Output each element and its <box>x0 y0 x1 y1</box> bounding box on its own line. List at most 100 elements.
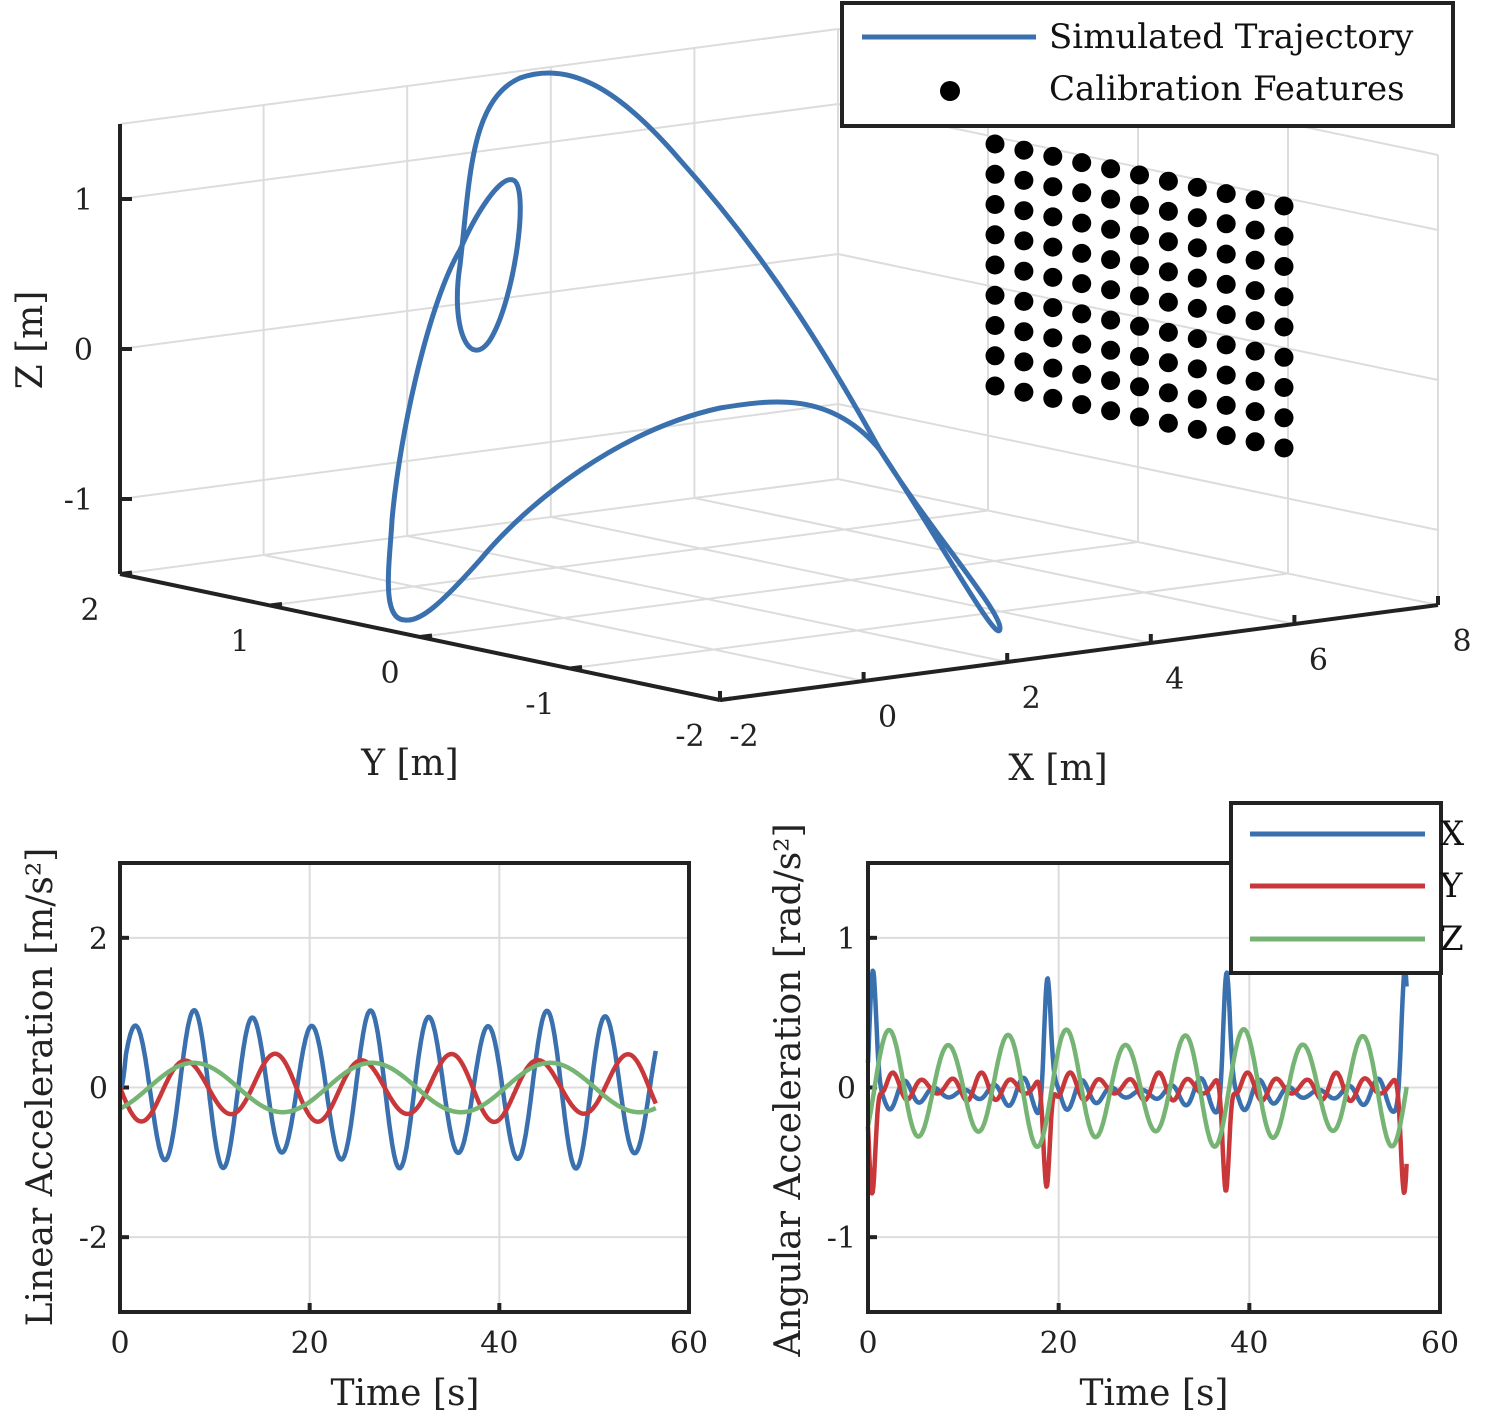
calibration-feature-dot <box>1043 358 1063 378</box>
calibration-feature-dot <box>1245 220 1265 240</box>
calibration-feature-dot <box>1245 250 1265 270</box>
linear-x-tick-label: 0 <box>110 1326 129 1361</box>
x-axis-line <box>719 603 1439 702</box>
calibration-feature-dot <box>985 134 1005 154</box>
calibration-feature-dot <box>1158 413 1178 433</box>
calibration-feature-dot <box>985 225 1005 245</box>
legend-trajectory-label: Simulated Trajectory <box>1049 17 1414 57</box>
linear-series-z <box>118 1060 658 1115</box>
calibration-feature-dot <box>1130 407 1149 427</box>
linear-series-x <box>118 1007 659 1171</box>
calibration-feature-dot <box>985 195 1005 214</box>
calibration-feature-dot <box>985 285 1005 305</box>
grid-3d <box>119 28 1439 701</box>
calibration-feature-dot <box>1187 177 1207 197</box>
calibration-features <box>985 134 1294 458</box>
backwall-grid-z <box>119 103 839 200</box>
calibration-feature-dot <box>1130 195 1149 215</box>
calibration-feature-dot <box>1130 286 1149 306</box>
calibration-feature-dot <box>1274 226 1294 246</box>
calibration-feature-dot <box>1130 377 1149 397</box>
legend-features-swatch <box>940 81 960 101</box>
calibration-feature-dot <box>1216 395 1236 415</box>
sidewall-grid-z <box>837 403 1439 531</box>
calibration-feature-dot <box>1245 311 1265 331</box>
calibration-feature-dot <box>1014 231 1034 251</box>
calibration-feature-dot <box>1216 365 1236 385</box>
calibration-feature-dot <box>1245 432 1265 452</box>
linear-tick-labels: 0 20 40 60 -2 0 2 <box>79 922 708 1361</box>
y-axis-label: Y [m] <box>360 743 458 784</box>
floor-grid-y <box>569 572 1289 670</box>
linear-series <box>117 1007 659 1171</box>
calibration-feature-dot <box>1014 140 1034 160</box>
calibration-feature-dot <box>1043 146 1063 166</box>
calibration-feature-dot <box>1130 347 1149 366</box>
calibration-feature-dot <box>1187 419 1207 439</box>
z-tick-label: 1 <box>74 183 93 218</box>
y-tick-label: 1 <box>230 625 249 660</box>
backwall-top-edge <box>119 28 839 125</box>
calibration-feature-dot <box>1072 153 1092 173</box>
calibration-feature-dot <box>1014 382 1034 402</box>
trajectory-line <box>385 70 1003 634</box>
calibration-feature-dot <box>1158 262 1178 282</box>
linear-y-tick-label: -2 <box>79 1221 108 1256</box>
angular-tick-labels: 0 20 40 60 -1 0 1 <box>827 922 1459 1361</box>
calibration-feature-dot <box>1043 388 1063 408</box>
calibration-feature-dot <box>1274 287 1294 307</box>
linear-grid <box>118 863 691 1312</box>
calibration-feature-dot <box>1187 329 1207 349</box>
calibration-feature-dot <box>985 376 1005 396</box>
calibration-feature-dot <box>1072 274 1092 294</box>
y-tick-mark <box>719 696 733 702</box>
angular-x-tick-label: 40 <box>1230 1326 1268 1361</box>
y-tick-label: 2 <box>80 593 99 628</box>
x-tick-label: 2 <box>1022 681 1041 716</box>
calibration-feature-dot <box>1043 177 1063 197</box>
calibration-feature-dot <box>1101 340 1121 360</box>
legend-3d: Simulated Trajectory Calibration Feature… <box>840 1 1455 128</box>
z-tick-label: -1 <box>64 483 93 518</box>
y-tick-label: -2 <box>675 719 704 754</box>
legend-features-label: Calibration Features <box>1049 69 1405 109</box>
backwall-grid-z <box>119 403 839 500</box>
calibration-feature-dot <box>985 346 1005 366</box>
y-tick-label: 0 <box>380 656 399 691</box>
angular-series <box>865 968 1409 1196</box>
angular-series-z <box>865 1027 1409 1150</box>
z-axis-label: Z [m] <box>10 291 51 390</box>
y-tick-mark <box>419 633 433 639</box>
calibration-feature-dot <box>1274 317 1294 337</box>
x-tick-label: 8 <box>1452 624 1471 659</box>
linear-frame <box>118 861 691 1314</box>
calibration-feature-dot <box>1014 261 1034 281</box>
angular-x-tick-label: 60 <box>1421 1326 1459 1361</box>
y-tick-mark <box>119 570 133 576</box>
z-tick-label: 0 <box>74 333 93 368</box>
calibration-feature-dot <box>1187 208 1207 228</box>
calibration-feature-dot <box>1158 201 1178 221</box>
calibration-feature-dot <box>1014 352 1034 372</box>
calibration-feature-dot <box>1274 438 1294 458</box>
floor-grid-y <box>269 509 989 607</box>
calibration-feature-dot <box>1043 237 1063 257</box>
calibration-feature-dot <box>1158 383 1178 403</box>
calibration-feature-dot <box>1216 274 1236 294</box>
ticks-3d: -2 0 2 4 6 8 -2 -1 0 1 2 -1 0 1 <box>64 183 1472 754</box>
calibration-feature-dot <box>1130 226 1149 245</box>
angular-series-y <box>865 1070 1409 1196</box>
calibration-feature-dot <box>1043 328 1063 348</box>
y-tick-mark <box>269 601 283 608</box>
calibration-feature-dot <box>1130 165 1149 185</box>
linear-acceleration-plot: 0 20 40 60 -2 0 2 Time [s] Linear Acceleration… <box>20 848 708 1414</box>
floor-grid-y <box>119 478 839 575</box>
legend-angular: X Y Z <box>1229 801 1465 975</box>
calibration-feature-dot <box>1274 347 1294 367</box>
calibration-feature-dot <box>1158 353 1178 373</box>
x-axis-label: X [m] <box>1008 748 1107 789</box>
angular-y-tick-label: 0 <box>837 1072 856 1107</box>
legend-y-label: Y <box>1439 866 1463 906</box>
x-tick-label: 4 <box>1165 662 1184 697</box>
calibration-feature-dot <box>1101 280 1121 300</box>
